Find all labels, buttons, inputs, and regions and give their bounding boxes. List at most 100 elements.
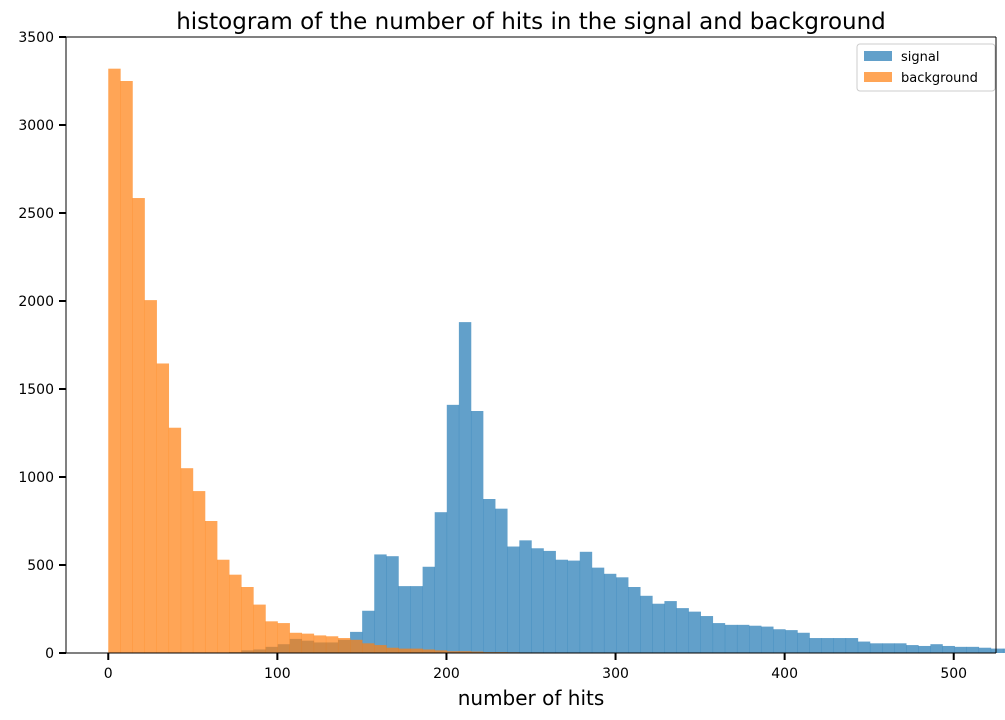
signal-bar <box>519 540 532 653</box>
legend-label-background: background <box>901 71 978 86</box>
background-bar <box>217 559 230 653</box>
signal-bar <box>785 630 798 653</box>
x-tick-label: 300 <box>602 666 629 682</box>
signal-bar <box>700 616 714 653</box>
background-bar <box>458 651 472 653</box>
signal-bar <box>749 625 762 653</box>
background-bar <box>180 468 194 653</box>
bars-layer <box>108 68 1005 654</box>
signal-bar <box>628 587 641 653</box>
background-bar <box>422 649 435 653</box>
y-tick-label: 2000 <box>18 294 54 310</box>
signal-bar <box>882 643 895 653</box>
signal-bar <box>410 586 423 653</box>
y-tick-label: 500 <box>27 558 54 574</box>
background-bar <box>108 68 121 654</box>
y-tick-label: 2500 <box>18 206 54 222</box>
signal-bar <box>978 647 992 653</box>
background-bar <box>289 632 303 653</box>
x-tick-label: 0 <box>104 666 113 682</box>
signal-bar <box>712 623 726 653</box>
signal-bar <box>724 624 738 653</box>
signal-bar <box>688 611 701 653</box>
signal-bar <box>591 567 605 653</box>
signal-bar <box>603 573 617 653</box>
signal-bar <box>543 550 556 653</box>
background-bar <box>144 300 157 653</box>
background-bar <box>192 491 206 653</box>
signal-bar <box>942 645 955 653</box>
signal-bar <box>918 645 931 653</box>
signal-bar <box>531 548 544 653</box>
background-bar <box>204 521 218 653</box>
background-bar <box>362 643 375 653</box>
series-signal <box>229 322 1005 653</box>
background-bar <box>301 633 315 653</box>
background-bar <box>120 81 133 653</box>
background-bar <box>374 645 387 653</box>
background-bar <box>337 638 351 653</box>
x-tick-label: 400 <box>771 666 798 682</box>
background-bar <box>253 604 266 653</box>
background-bar <box>398 648 411 653</box>
signal-bar <box>470 411 484 653</box>
signal-bar <box>495 508 508 653</box>
signal-bar <box>362 610 375 653</box>
background-bar <box>446 651 460 653</box>
signal-bar <box>761 626 774 653</box>
signal-bar <box>555 559 568 653</box>
signal-bar <box>398 586 411 653</box>
background-bar <box>350 639 363 653</box>
signal-bar <box>809 638 822 653</box>
background-bar <box>470 651 484 653</box>
y-tick-label: 3500 <box>18 30 54 46</box>
signal-bar <box>567 560 581 653</box>
signal-bar <box>1002 648 1005 653</box>
background-bar <box>434 650 448 653</box>
signal-bar <box>676 608 689 653</box>
x-tick-label: 500 <box>940 666 967 682</box>
signal-bar <box>833 638 847 653</box>
signal-bar <box>821 638 834 653</box>
signal-bar <box>736 624 750 653</box>
signal-bar <box>579 551 593 653</box>
signal-bar <box>386 556 399 653</box>
axes-layer: 0 100 200 300 400 500 0 500 1000 1500 2000 2500 3000… <box>18 30 997 682</box>
signal-bar <box>857 641 871 653</box>
signal-bar <box>845 638 859 653</box>
background-bar <box>241 587 254 653</box>
signal-bar <box>773 629 786 653</box>
y-tick-label: 3000 <box>18 118 54 134</box>
background-bar <box>313 635 327 653</box>
background-bar <box>265 621 278 653</box>
signal-bar <box>906 645 919 653</box>
x-tick-label: 100 <box>264 666 291 682</box>
signal-bar <box>894 643 907 653</box>
background-bar <box>386 647 399 653</box>
background-bar <box>410 648 423 653</box>
legend-label-signal: signal <box>901 50 939 65</box>
legend-swatch-signal <box>864 51 892 61</box>
background-bar <box>156 363 170 653</box>
series-background <box>108 68 605 654</box>
y-tick-label: 1000 <box>18 470 54 486</box>
signal-bar <box>966 646 980 653</box>
signal-bar <box>434 512 448 653</box>
x-axis-title: number of hits <box>458 686 605 710</box>
signal-bar <box>640 595 653 653</box>
x-tick-label: 200 <box>433 666 460 682</box>
signal-bar <box>869 643 883 653</box>
signal-bar <box>422 566 435 653</box>
background-bar <box>132 198 145 654</box>
signal-bar <box>930 644 943 653</box>
signal-bar <box>990 648 1004 653</box>
background-bar <box>168 427 182 653</box>
background-bar <box>277 623 290 653</box>
signal-bar <box>458 322 472 653</box>
y-tick-label: 0 <box>45 646 54 662</box>
legend: signal background <box>856 43 996 92</box>
signal-bar <box>446 404 460 653</box>
background-bar <box>325 636 339 653</box>
signal-bar <box>374 554 387 653</box>
